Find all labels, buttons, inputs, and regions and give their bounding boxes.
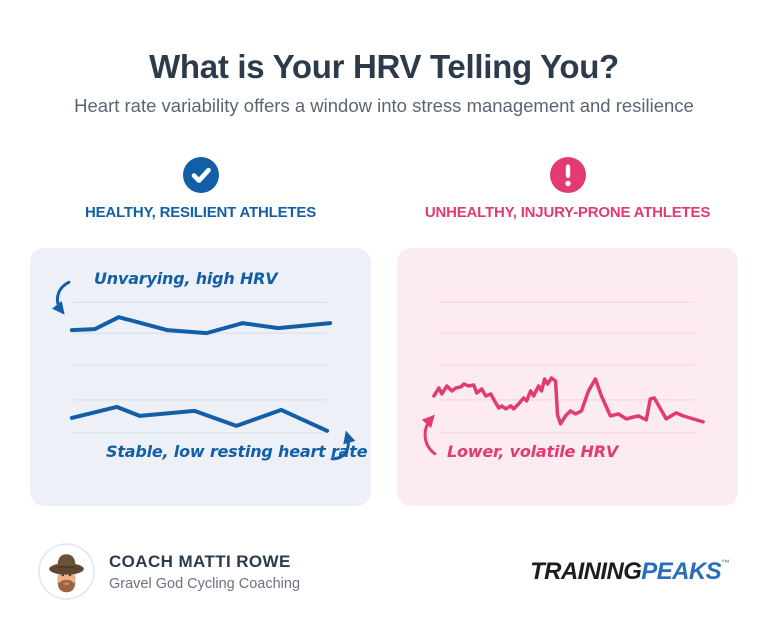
trainingpeaks-logo: TRAININGPEAKS™ <box>530 558 730 586</box>
brand-peaks: PEAKS <box>641 557 721 585</box>
label-lower-volatile-hrv: Lower, volatile HRV <box>447 442 619 461</box>
comparison-columns: HEALTHY, RESILIENT ATHLETES Unvarying, h… <box>0 157 768 506</box>
coach-text: COACH MATTI ROWE Gravel God Cycling Coac… <box>109 552 300 592</box>
unhealthy-panel: Lower, volatile HRV <box>397 248 738 506</box>
coach-attribution: COACH MATTI ROWE Gravel God Cycling Coac… <box>38 543 300 600</box>
healthy-column: HEALTHY, RESILIENT ATHLETES Unvarying, h… <box>30 157 371 506</box>
page-subtitle: Heart rate variability offers a window i… <box>74 95 694 116</box>
curved-arrow-up-icon <box>421 414 437 456</box>
trademark-symbol: ™ <box>721 557 730 568</box>
label-stable-low-resting-hr: Stable, low resting heart rate <box>106 442 368 461</box>
coach-avatar <box>38 543 95 600</box>
page-title: What is Your HRV Telling You? <box>149 48 619 85</box>
label-unvarying-high-hrv: Unvarying, high HRV <box>94 269 278 288</box>
curved-arrow-down-icon <box>51 280 71 315</box>
brand-training: TRAINING <box>530 557 642 585</box>
coach-name: COACH MATTI ROWE <box>109 551 291 571</box>
healthy-panel: Unvarying, high HRV Stable, low resting … <box>30 248 371 506</box>
unhealthy-column: UNHEALTHY, INJURY-PRONE ATHLETES Lower, … <box>397 157 738 506</box>
unhealthy-chart <box>421 301 705 456</box>
unhealthy-heading: UNHEALTHY, INJURY-PRONE ATHLETES <box>424 204 711 221</box>
exclamation-circle-icon <box>549 157 586 193</box>
footer: COACH MATTI ROWE Gravel God Cycling Coac… <box>0 543 768 600</box>
check-circle-icon <box>182 157 219 193</box>
coach-organization: Gravel God Cycling Coaching <box>109 575 301 592</box>
header: What is Your HRV Telling You? Heart rate… <box>0 0 768 117</box>
healthy-heading: HEALTHY, RESILIENT ATHLETES <box>85 204 316 221</box>
healthy-chart <box>51 280 356 461</box>
curved-arrow-up-icon <box>330 430 356 461</box>
